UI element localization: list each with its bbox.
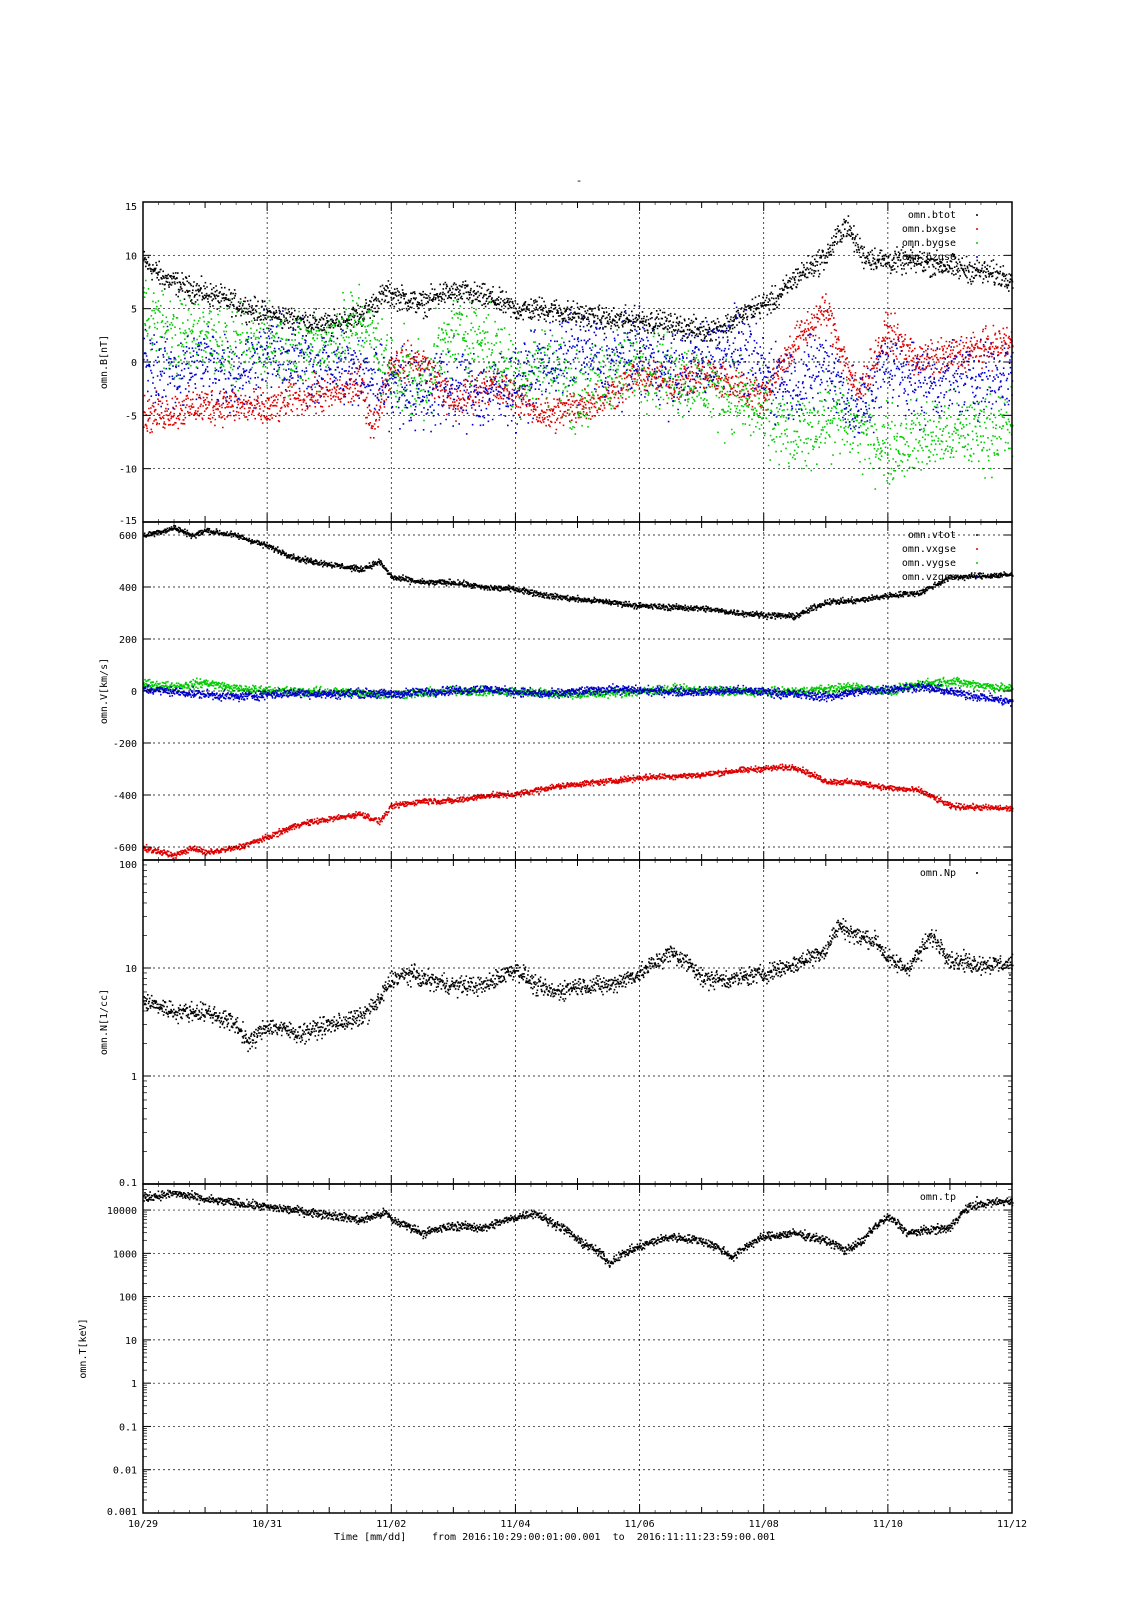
x-tick-label: 10/29 xyxy=(128,1519,158,1530)
y-tick-label: 0.01 xyxy=(113,1466,137,1477)
series-points xyxy=(143,279,1014,490)
series-omn-bygse xyxy=(143,279,1014,490)
y-tick-label: -200 xyxy=(113,739,137,750)
legend-marker xyxy=(976,562,978,564)
y-tick-label: -600 xyxy=(113,843,137,854)
series-omn-vxgse xyxy=(143,763,1014,860)
legend-entry: omn.Np xyxy=(920,868,956,879)
y-axis-label: omn.V[km/s] xyxy=(99,658,110,724)
legend-marker xyxy=(976,576,978,578)
x-tick-label: 11/06 xyxy=(625,1519,655,1530)
y-tick-label: -10 xyxy=(119,465,137,476)
y-tick-label: 600 xyxy=(119,531,137,542)
x-tick-label: 11/04 xyxy=(500,1519,530,1530)
legend-marker xyxy=(976,256,978,258)
y-tick-label: 0.001 xyxy=(107,1507,137,1518)
legend-marker xyxy=(976,872,978,874)
y-tick-label: 10000 xyxy=(107,1206,137,1217)
y-tick-label: -5 xyxy=(125,411,137,422)
y-tick-label: 1 xyxy=(131,1072,137,1083)
legend-marker xyxy=(976,214,978,216)
x-tick-label: 10/31 xyxy=(252,1519,282,1530)
legend-entry: omn.bygse xyxy=(902,238,956,249)
panel-frame xyxy=(142,859,1013,1185)
y-tick-label: -400 xyxy=(113,791,137,802)
y-tick-label: 0 xyxy=(131,687,137,698)
y-tick-label: 400 xyxy=(119,583,137,594)
figure-title: - xyxy=(576,174,583,187)
y-tick-label: 15 xyxy=(125,202,137,213)
y-tick-label: 10 xyxy=(125,964,137,975)
y-tick-label: 10 xyxy=(125,251,137,262)
series-omn-tp xyxy=(143,1189,1014,1268)
y-tick-label: 0 xyxy=(131,358,137,369)
series-omn-vzgse xyxy=(143,681,1014,707)
y-tick-label: 100 xyxy=(119,1293,137,1304)
legend-entry: omn.vygse xyxy=(902,558,956,569)
time-range-text: from 2016:10:29:00:01:00.001 to 2016:11:… xyxy=(432,1532,775,1543)
y-axis-label: omn.N[1/cc] xyxy=(99,989,110,1055)
series-points xyxy=(143,681,1014,707)
legend-entry: omn.btot xyxy=(908,210,956,221)
legend-marker xyxy=(976,1196,978,1198)
series-omn-vtot xyxy=(143,525,1014,621)
y-tick-label: 0.1 xyxy=(119,1422,137,1433)
legend-entry: omn.tp xyxy=(920,1192,956,1203)
series-points xyxy=(143,763,1014,860)
legend-marker xyxy=(976,228,978,230)
series-points xyxy=(143,525,1014,621)
legend-marker xyxy=(976,534,978,536)
y-tick-label: 1 xyxy=(131,1379,137,1390)
x-tick-label: 11/12 xyxy=(997,1519,1027,1530)
legend-marker xyxy=(976,548,978,550)
y-tick-label: -15 xyxy=(119,516,137,527)
panel-frame xyxy=(142,1183,1013,1514)
y-tick-label: 5 xyxy=(131,305,137,316)
series-points xyxy=(143,918,1014,1053)
y-axis-label: omn.T[keV] xyxy=(78,1318,89,1378)
y-tick-label: 10 xyxy=(125,1336,137,1347)
y-tick-label: 0.1 xyxy=(119,1178,137,1189)
legend-entry: omn.vxgse xyxy=(902,544,956,555)
series-omn-btot xyxy=(143,215,1014,343)
data-points xyxy=(143,215,1014,1268)
axes: -15-10-5051015omn.B[nT]omn.btotomn.bxgse… xyxy=(78,201,1027,1530)
x-tick-label: 11/02 xyxy=(376,1519,406,1530)
y-axis-label: omn.B[nT] xyxy=(99,335,110,389)
legend-entry: omn.bxgse xyxy=(902,224,956,235)
legend-marker xyxy=(976,242,978,244)
legend-entry: omn.bzgse xyxy=(902,252,956,263)
legend-entry: omn.vzgse xyxy=(902,572,956,583)
x-axis-label: Time [mm/dd] xyxy=(334,1532,406,1543)
y-tick-label: 1000 xyxy=(113,1249,137,1260)
y-tick-label: 200 xyxy=(119,635,137,646)
x-tick-label: 11/10 xyxy=(873,1519,903,1530)
legend-entry: omn.vtot xyxy=(908,530,956,541)
series-points xyxy=(143,1189,1014,1268)
series-omn-Np xyxy=(143,918,1014,1053)
y-tick-label: 100 xyxy=(119,860,137,871)
x-tick-label: 11/08 xyxy=(749,1519,779,1530)
series-points xyxy=(143,215,1014,343)
